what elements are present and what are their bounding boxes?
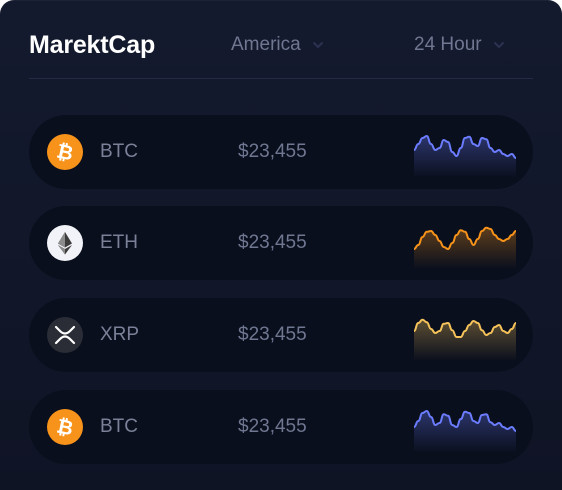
coin-price: $23,455 [238, 416, 307, 437]
page-title: MarektCap [29, 31, 156, 59]
coin-symbol: BTC [100, 141, 138, 162]
svg-text:₿: ₿ [55, 416, 76, 441]
price-trend-sparkline [414, 318, 516, 361]
period-dropdown-label: 24 Hour [414, 34, 482, 55]
ethereum-icon [47, 225, 83, 261]
chevron-down-icon [311, 38, 325, 52]
coin-symbol: XRP [100, 324, 140, 345]
sparkline-area [414, 227, 516, 269]
xrp-icon [47, 317, 83, 353]
region-dropdown-label: America [231, 34, 301, 55]
coin-row-xrp[interactable]: XRP $23,455 [29, 298, 533, 372]
coin-price: $23,455 [238, 324, 307, 345]
coin-price: $23,455 [238, 232, 307, 253]
region-dropdown[interactable]: America [231, 32, 325, 58]
price-trend-sparkline [414, 226, 516, 269]
header-divider [29, 78, 533, 79]
coin-symbol: ETH [100, 232, 138, 253]
coin-symbol: BTC [100, 416, 138, 437]
card-header: MarektCap America 24 Hour [0, 0, 562, 80]
sparkline-line [414, 409, 516, 432]
coin-row-btc[interactable]: ₿ BTC $23,455 [29, 390, 533, 464]
bitcoin-icon: ₿ [47, 409, 83, 445]
sparkline-line [414, 134, 516, 159]
sparkline-line [414, 318, 516, 338]
sparkline-line [414, 226, 516, 251]
chevron-down-icon [492, 38, 506, 52]
coin-row-btc[interactable]: ₿ BTC $23,455 [29, 115, 533, 189]
sparkline-area [414, 411, 516, 453]
price-trend-sparkline [414, 409, 516, 453]
sparkline-area [414, 319, 516, 361]
coin-row-eth[interactable]: ETH $23,455 [29, 206, 533, 280]
price-trend-sparkline [414, 134, 516, 178]
coin-price: $23,455 [238, 141, 307, 162]
period-dropdown[interactable]: 24 Hour [414, 32, 506, 58]
sparkline-area [414, 136, 516, 178]
svg-text:₿: ₿ [55, 141, 76, 166]
bitcoin-icon: ₿ [47, 134, 83, 170]
